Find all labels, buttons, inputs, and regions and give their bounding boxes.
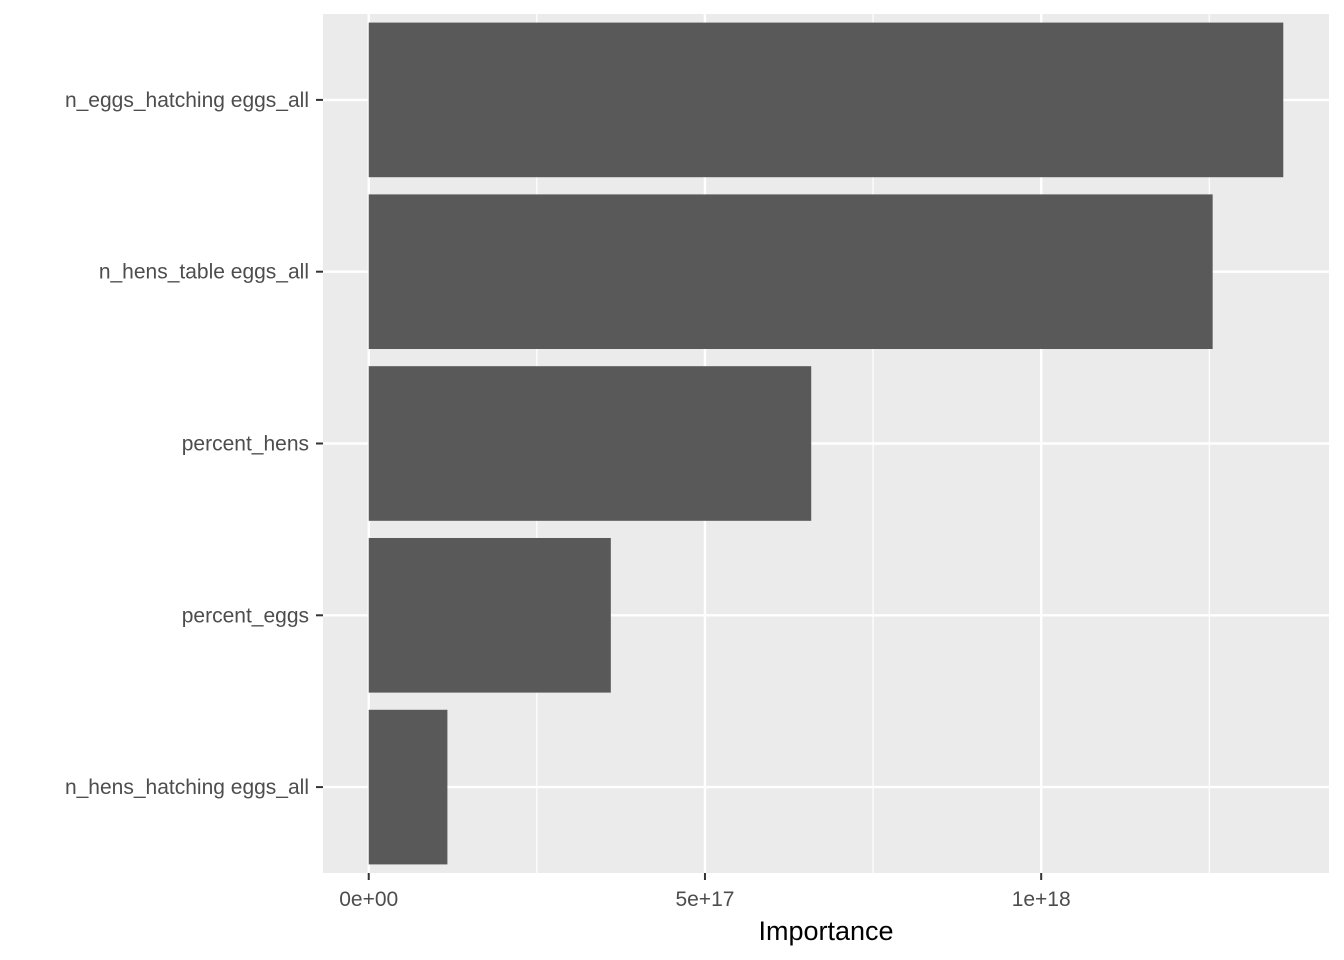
- x-tick-label: 1e+18: [1012, 888, 1071, 911]
- x-axis-title: Importance: [758, 916, 893, 946]
- bar: [368, 366, 812, 521]
- x-tick-label: 5e+17: [675, 888, 734, 911]
- x-tick-label: 0e+00: [339, 888, 398, 911]
- x-axis: 0e+00 5e+17 1e+18: [339, 873, 1071, 911]
- y-tick-label: n_eggs_hatching eggs_all: [65, 89, 309, 112]
- y-tick-label: percent_eggs: [182, 604, 309, 627]
- bars: [368, 22, 1284, 865]
- bar: [368, 709, 448, 865]
- y-axis: n_eggs_hatching eggs_all n_hens_table egg…: [65, 89, 323, 799]
- y-tick-label: percent_hens: [182, 433, 309, 456]
- bar: [368, 537, 611, 693]
- bar: [368, 194, 1213, 350]
- y-tick-label: n_hens_table eggs_all: [99, 261, 309, 284]
- bar: [368, 22, 1284, 178]
- y-tick-label: n_hens_hatching eggs_all: [65, 776, 309, 799]
